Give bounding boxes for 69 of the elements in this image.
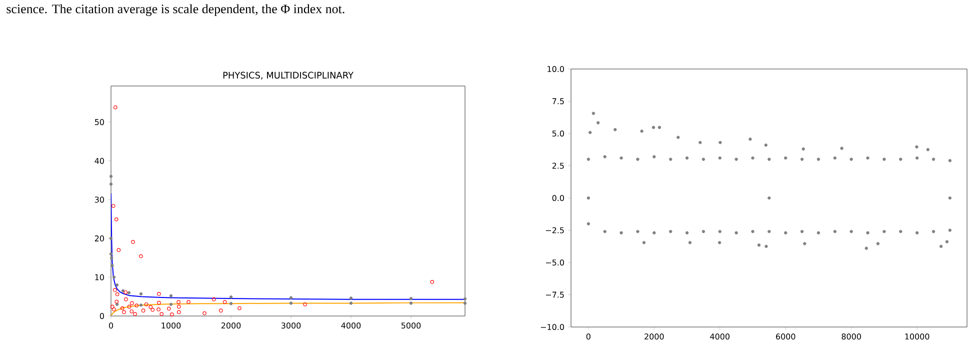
point — [120, 306, 124, 310]
point — [112, 308, 116, 312]
point — [202, 311, 206, 316]
point — [115, 283, 119, 287]
point — [349, 296, 353, 300]
point — [130, 309, 134, 314]
point — [409, 296, 413, 300]
point — [134, 304, 139, 308]
point — [127, 291, 131, 294]
point — [110, 256, 114, 260]
point — [110, 304, 114, 309]
point — [114, 300, 119, 304]
line-series — [111, 302, 466, 316]
point — [169, 294, 173, 298]
point — [289, 296, 293, 300]
point — [463, 297, 467, 301]
point — [109, 182, 113, 186]
point — [133, 312, 137, 316]
point — [115, 302, 119, 306]
point — [289, 302, 293, 305]
point — [169, 302, 173, 306]
point — [229, 302, 233, 306]
point — [148, 305, 153, 309]
point — [176, 304, 181, 309]
point — [141, 308, 146, 312]
point — [176, 300, 180, 304]
point — [463, 302, 467, 305]
point — [124, 297, 128, 302]
point — [222, 300, 227, 304]
point — [303, 302, 307, 306]
point — [131, 240, 135, 244]
point — [139, 254, 143, 258]
point — [130, 301, 134, 306]
point — [109, 252, 113, 256]
point — [156, 308, 160, 312]
point — [114, 218, 118, 222]
text: science. The citation average is scale dependent, the Φ index not. — [6, 4, 344, 16]
point — [218, 308, 223, 312]
point — [124, 290, 128, 294]
point — [229, 295, 233, 299]
point — [121, 289, 125, 292]
point — [176, 310, 181, 314]
point — [127, 304, 132, 309]
point — [113, 105, 118, 110]
point — [238, 306, 242, 310]
point — [139, 292, 143, 296]
point — [144, 302, 148, 306]
point — [111, 204, 116, 208]
point — [109, 236, 113, 240]
point — [186, 300, 190, 304]
point — [110, 264, 114, 268]
point — [160, 312, 164, 316]
point — [112, 276, 116, 279]
point — [122, 310, 126, 314]
point — [113, 288, 117, 292]
point — [139, 304, 143, 307]
point — [349, 302, 353, 305]
point — [212, 297, 216, 302]
point — [409, 302, 413, 305]
point — [430, 280, 434, 284]
point — [116, 248, 121, 252]
chart-title: PHYSICS, MULTIDISCIPLINARY — [223, 72, 354, 80]
point — [167, 306, 171, 311]
point — [115, 292, 120, 296]
point — [109, 174, 113, 178]
point — [157, 300, 161, 305]
point — [150, 308, 154, 312]
point — [157, 292, 161, 296]
point — [170, 312, 174, 316]
